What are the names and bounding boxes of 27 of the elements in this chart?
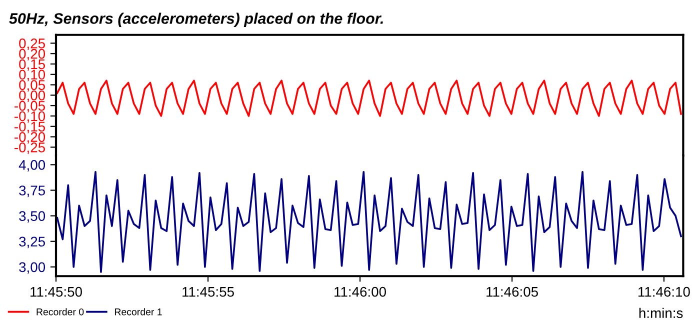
y-tick-label: 3,50 bbox=[19, 211, 46, 223]
y-tick-label: 3,75 bbox=[19, 186, 46, 198]
y-tick-label: 0,15 bbox=[19, 59, 46, 71]
y-tick-label: 3,25 bbox=[19, 236, 46, 248]
y-tick-label: -0,20 bbox=[14, 132, 46, 144]
legend-label: Recorder 1 bbox=[115, 308, 162, 316]
x-tick-label: 11:46:00 bbox=[334, 286, 386, 297]
y-tick-label: 0,20 bbox=[19, 48, 46, 60]
legend-label: Recorder 0 bbox=[36, 308, 84, 316]
y-tick-label: 0,00 bbox=[19, 90, 46, 102]
x-tick-label: 11:46:05 bbox=[486, 286, 538, 297]
chart-title: 50Hz, Sensors (accelerometers) placed on the floor. bbox=[9, 12, 383, 27]
x-tick-label: 11:45:50 bbox=[30, 286, 82, 297]
x-axis-title: h:min:s bbox=[639, 308, 683, 318]
y-tick-label: 4,00 bbox=[18, 160, 46, 172]
y-tick-label: -0,05 bbox=[14, 100, 46, 112]
y-tick-label: -0,25 bbox=[14, 142, 46, 154]
x-tick-label: 11:45:55 bbox=[182, 287, 234, 297]
y-tick-label: 0,10 bbox=[19, 70, 46, 82]
line-series bbox=[56, 170, 682, 273]
x-tick-label: 11:46:10 bbox=[638, 286, 690, 297]
y-tick-label: 3,00 bbox=[19, 262, 46, 274]
y-tick-label: 0,25 bbox=[19, 38, 46, 50]
line-series bbox=[56, 80, 682, 117]
y-tick-label: -0,10 bbox=[14, 111, 46, 123]
y-tick-label: 0,05 bbox=[19, 80, 46, 92]
y-tick-label: -0,15 bbox=[14, 122, 46, 134]
